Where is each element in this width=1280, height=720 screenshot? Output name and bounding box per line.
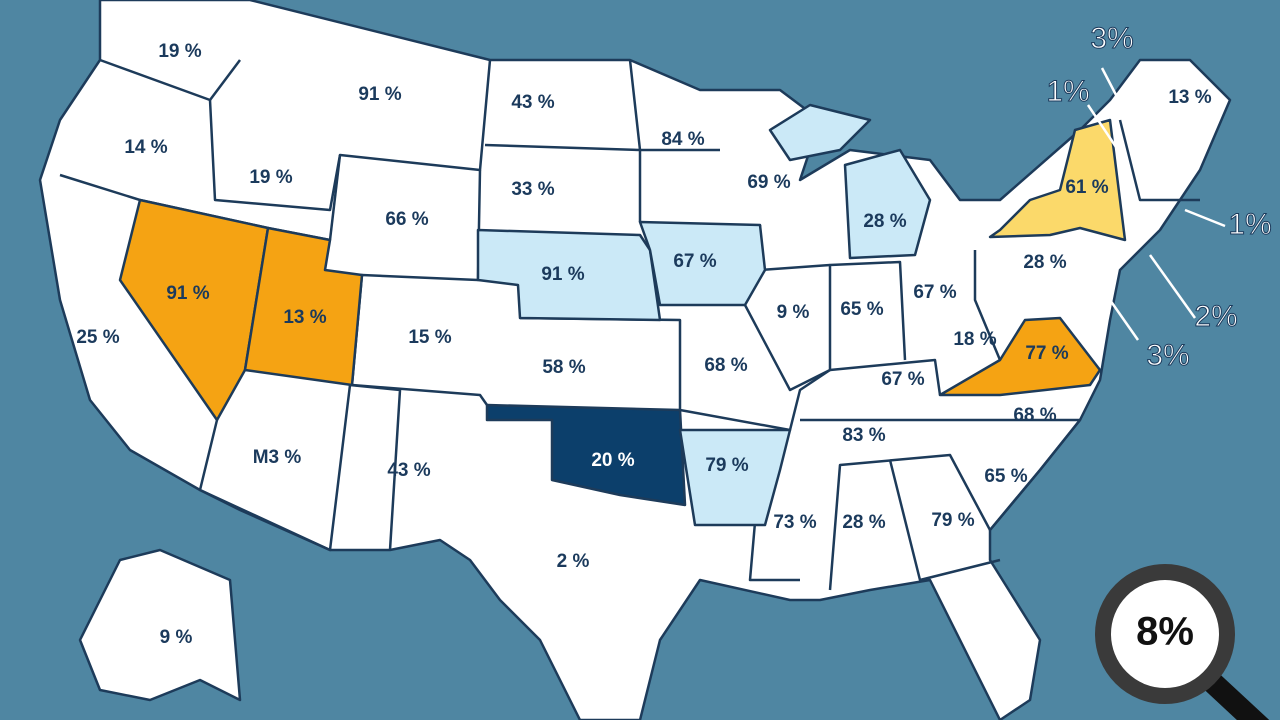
state-borders [800,418,1082,591]
alaska [78,548,242,702]
state-borders [519,316,942,432]
state-label: 67 % [913,282,956,303]
state-label: 20 % [591,450,634,471]
land [38,0,1232,720]
state-label: 13 % [283,307,326,328]
state-label: 28 % [1023,252,1066,273]
state-upper-michigan [768,103,872,162]
labels: 19 % 14 % 19 % 91 % 43 % 84 % 33 % 66 % 69 % 28 %… [76,21,1272,654]
callout-label: 3% [1146,339,1189,372]
callout-line [1100,67,1130,119]
highlighted-states [118,103,1127,527]
state-new-york [988,118,1127,242]
state-label: 2 % [557,551,590,572]
state-label: 83 % [842,425,885,446]
state-borders [888,459,1001,582]
state-borders [628,59,720,152]
state-oklahoma [485,403,687,507]
state-label: 43 % [387,460,430,481]
state-label: 28 % [842,512,885,533]
state-label: 67 % [673,251,716,272]
callout-line [1086,104,1120,151]
state-label: 19 % [249,167,292,188]
state-label: 79 % [931,510,974,531]
state-borders [208,59,492,212]
state-label: 25 % [76,327,119,348]
state-label: 67 % [881,369,924,390]
state-borders [198,383,402,552]
state-borders [743,260,907,392]
magnifier-handle [1202,671,1270,720]
callout-label: 2% [1194,300,1237,333]
state-label: 65 % [984,466,1027,487]
state-utah [243,226,364,387]
callout-line [1184,208,1226,228]
state-label: 28 % [863,211,906,232]
state-label: 9 % [160,627,193,648]
callout-line [1148,254,1197,319]
state-label: 19 % [158,41,201,62]
state-label: 69 % [747,172,790,193]
callout-line [1108,299,1140,341]
state-arkansas [678,428,792,527]
callout-label: 1% [1046,75,1089,108]
magnifier-label: 8% [1136,610,1194,654]
state-borders [1118,119,1200,202]
state-label: 43 % [511,92,554,113]
state-iowa [638,220,767,307]
state-nevada [118,198,270,422]
callout-label: 1% [1228,208,1271,241]
state-label: 79 % [705,455,748,476]
magnifier [1095,564,1270,720]
state-label: 91 % [358,84,401,105]
state-label: 68 % [704,355,747,376]
callout-lines [1086,67,1226,341]
state-label: 65 % [840,299,883,320]
state-label: 15 % [408,327,451,348]
state-virginia [938,316,1102,397]
state-label: 58 % [542,357,585,378]
state-label: 13 % [1168,87,1211,108]
state-label: 91 % [166,283,209,304]
state-label: 77 % [1025,343,1068,364]
state-label: 9 % [777,302,810,323]
state-michigan [843,148,932,260]
state-label: 68 % [1013,405,1056,426]
magnifier-lens [1095,564,1235,704]
state-label: M3 % [253,447,302,468]
state-label: 18 % [953,329,996,350]
state-label: 61 % [1065,177,1108,198]
state-nebraska [476,228,662,322]
state-borders [328,154,342,241]
state-label: 91 % [541,264,584,285]
state-label: 14 % [124,137,167,158]
callout-label: 3% [1090,22,1133,55]
state-label: 33 % [511,179,554,200]
state-label: 84 % [661,129,704,150]
state-label: 73 % [773,512,816,533]
state-label: 66 % [385,209,428,230]
